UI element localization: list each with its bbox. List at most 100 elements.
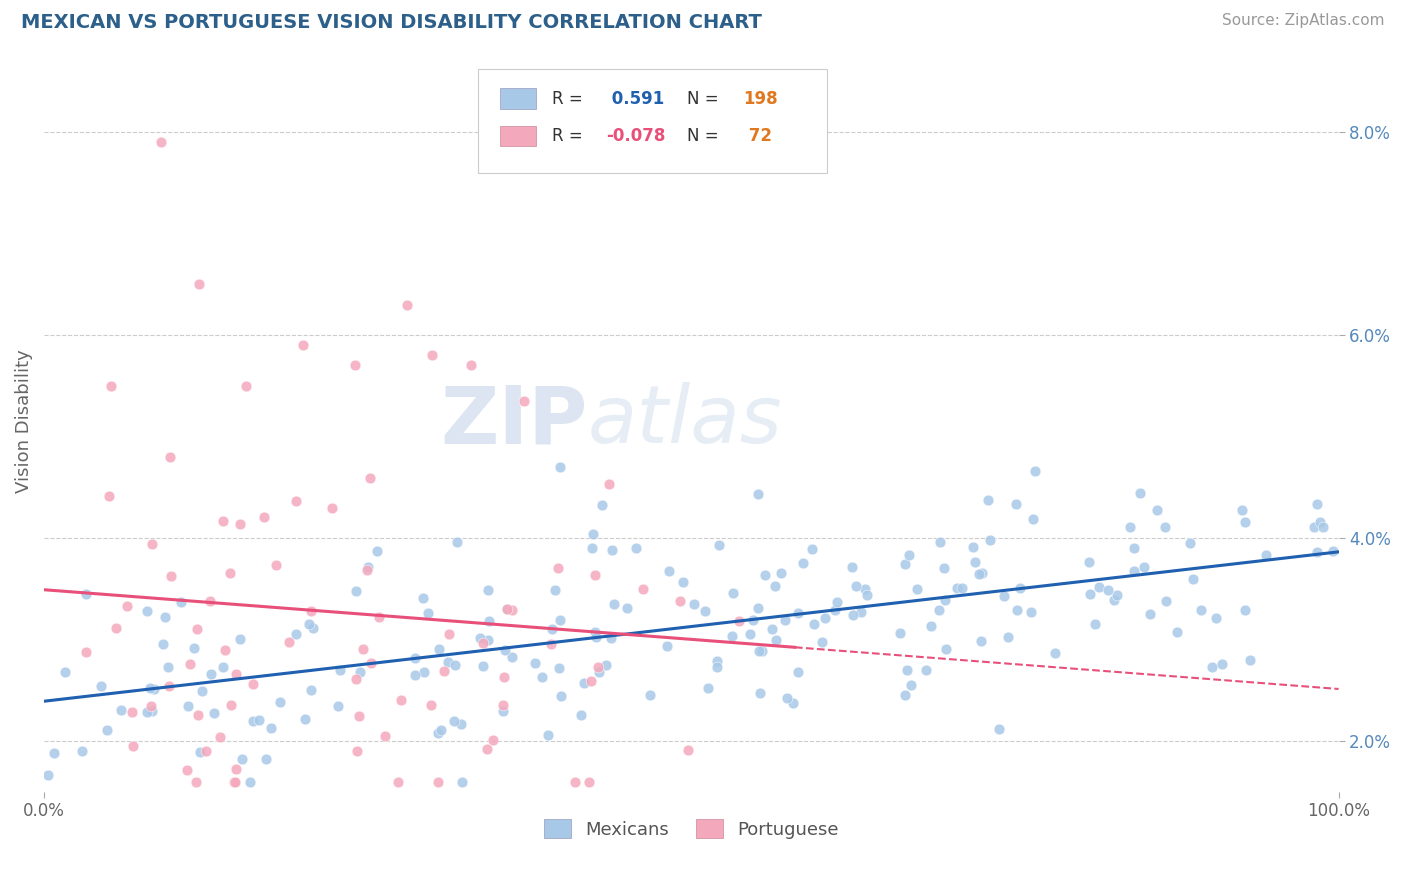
Text: N =: N = (688, 90, 724, 108)
Point (773, 613, 796, 627)
Text: Source: ZipAtlas.com: Source: ZipAtlas.com (1222, 13, 1385, 29)
Point (595, 657, 617, 672)
Point (70, 744, 93, 758)
Point (187, 707, 209, 722)
Text: atlas: atlas (588, 383, 783, 460)
FancyBboxPatch shape (478, 70, 827, 173)
Point (550, 689, 572, 703)
Point (728, 614, 751, 628)
Point (225, 762, 247, 776)
Point (669, 594, 692, 608)
Point (492, 670, 515, 684)
Point (928, 603, 950, 617)
Point (751, 644, 773, 658)
Point (585, 630, 607, 644)
Point (935, 642, 957, 657)
Point (389, 693, 412, 707)
FancyBboxPatch shape (499, 126, 536, 146)
Point (786, 665, 808, 679)
Point (122, 739, 145, 753)
Point (856, 588, 879, 602)
Point (284, 627, 307, 641)
Point (578, 774, 600, 789)
Point (970, 566, 993, 581)
Point (655, 639, 678, 653)
Point (523, 656, 546, 670)
Point (430, 723, 453, 737)
Point (299, 682, 322, 697)
Point (211, 514, 233, 528)
Point (501, 603, 523, 617)
Point (159, 450, 181, 465)
Point (548, 459, 571, 474)
Point (260, 721, 283, 735)
Point (96, 723, 118, 737)
Point (346, 744, 368, 758)
Point (90, 679, 112, 693)
Point (969, 633, 991, 648)
Text: R =: R = (551, 90, 588, 108)
Point (672, 574, 695, 589)
Point (360, 657, 382, 671)
Point (437, 627, 460, 641)
Point (321, 500, 343, 515)
Point (437, 655, 460, 669)
Point (898, 548, 921, 562)
Point (202, 706, 225, 721)
Point (183, 640, 205, 655)
Point (540, 622, 562, 636)
Point (443, 657, 465, 672)
Point (1102, 593, 1125, 607)
Point (682, 597, 704, 611)
Text: 198: 198 (744, 90, 778, 108)
Point (738, 627, 761, 641)
Point (842, 607, 865, 622)
Point (997, 630, 1019, 644)
Point (1306, 545, 1329, 559)
Point (603, 597, 626, 611)
Point (344, 672, 367, 686)
Point (1309, 515, 1331, 529)
Point (1146, 502, 1168, 516)
Point (143, 682, 166, 697)
Text: R =: R = (551, 127, 588, 145)
Point (139, 698, 162, 713)
Point (761, 622, 783, 636)
Point (404, 651, 426, 665)
Point (706, 660, 728, 674)
Text: N =: N = (688, 127, 724, 145)
Point (693, 604, 716, 618)
Point (374, 729, 396, 743)
Point (302, 621, 325, 635)
Point (347, 709, 370, 723)
Point (934, 561, 956, 575)
Point (540, 637, 562, 651)
Point (950, 581, 973, 595)
Point (849, 605, 872, 619)
Point (633, 582, 655, 596)
Point (1122, 564, 1144, 578)
Point (1189, 603, 1212, 617)
Point (294, 712, 316, 726)
Text: 0.591: 0.591 (606, 90, 664, 108)
Point (600, 542, 623, 557)
Point (814, 611, 837, 625)
Point (1302, 519, 1324, 533)
Point (395, 297, 418, 311)
Point (222, 774, 245, 789)
Point (749, 686, 772, 700)
Point (513, 394, 536, 409)
Point (787, 606, 810, 620)
Point (1005, 497, 1028, 511)
Point (188, 277, 211, 292)
Point (1097, 582, 1119, 597)
Point (536, 728, 558, 742)
Point (1166, 624, 1188, 639)
Point (188, 745, 211, 759)
Point (586, 659, 609, 673)
Point (344, 584, 367, 599)
Point (367, 610, 389, 624)
Point (231, 752, 253, 766)
Point (446, 535, 468, 549)
Point (329, 663, 352, 677)
